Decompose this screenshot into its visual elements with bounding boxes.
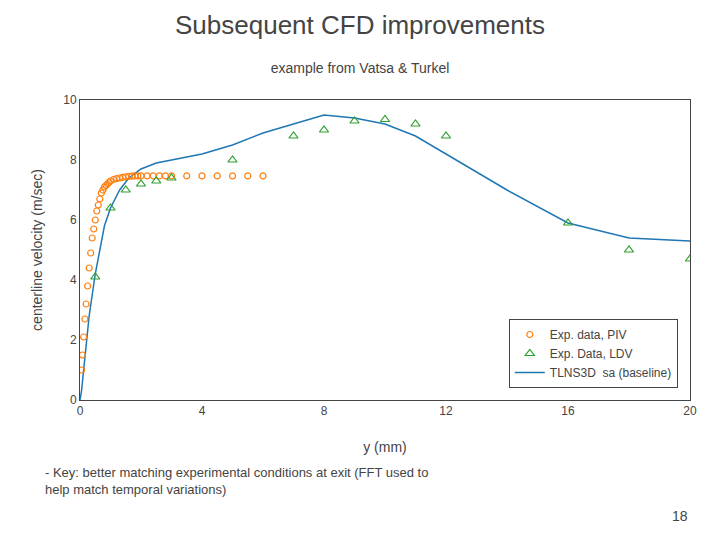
svg-text:18: 18 (672, 508, 688, 524)
svg-text:16: 16 (561, 404, 575, 418)
svg-text:6: 6 (70, 213, 77, 227)
svg-text:8: 8 (321, 404, 328, 418)
svg-text:20: 20 (683, 404, 697, 418)
svg-text:4: 4 (199, 404, 206, 418)
svg-text:4: 4 (70, 273, 77, 287)
svg-text:TLNS3D sa (baseline): TLNS3D sa (baseline) (550, 366, 671, 380)
svg-text:y (mm): y (mm) (363, 439, 407, 455)
svg-text:8: 8 (70, 153, 77, 167)
svg-text:Subsequent CFD improvements: Subsequent CFD improvements (175, 10, 545, 40)
svg-text:0: 0 (77, 404, 84, 418)
svg-text:Exp. data, PIV: Exp. data, PIV (550, 328, 627, 342)
svg-text:10: 10 (63, 93, 77, 107)
svg-text:example from Vatsa & Turkel: example from Vatsa & Turkel (271, 60, 450, 76)
svg-text:2: 2 (70, 333, 77, 347)
svg-text:- Key: better matching experim: - Key: better matching experimental cond… (45, 465, 428, 497)
svg-text:12: 12 (439, 404, 453, 418)
svg-text:0: 0 (70, 393, 77, 407)
svg-text:Exp. Data, LDV: Exp. Data, LDV (550, 347, 633, 361)
svg-text:centerline velocity (m/sec): centerline velocity (m/sec) (29, 169, 45, 331)
